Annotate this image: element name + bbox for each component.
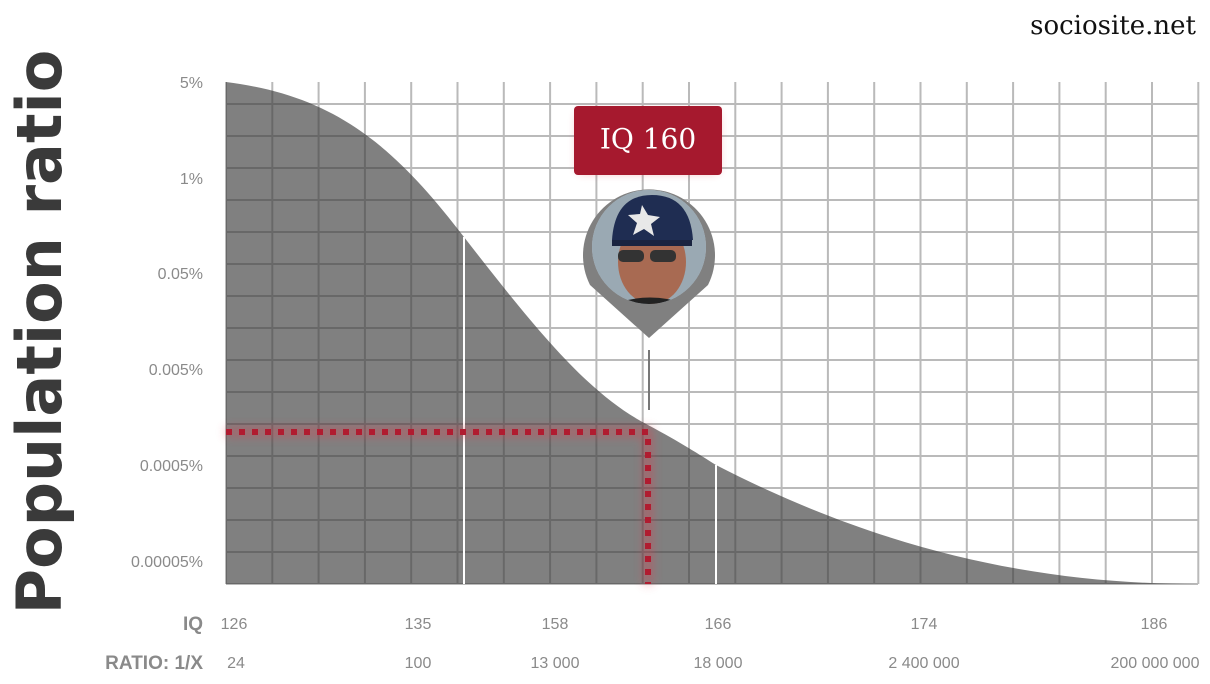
marker-label-box — [574, 106, 722, 175]
labels: 5% 1% 0.05% 0.005% 0.0005% 0.00005% IQ 126 135 15… — [105, 75, 1199, 674]
pin — [583, 189, 715, 338]
row-label: RATIO: 1/X — [105, 653, 203, 674]
brand: sociosite.net — [1030, 11, 1196, 41]
y-tick-label: 0.05% — [158, 266, 203, 283]
marker-label: IQ 160 — [600, 123, 696, 156]
y-tick-label: 0.005% — [149, 362, 203, 379]
x-tick-label: 100 — [405, 655, 432, 672]
dotted-guides — [226, 428, 652, 584]
x-tick-label: 18 000 — [694, 655, 743, 672]
x-tick-label: 135 — [405, 616, 432, 633]
y-tick-label: 0.00005% — [131, 554, 203, 571]
x-tick-label: 166 — [705, 616, 732, 633]
x-tick-label: 186 — [1141, 616, 1168, 633]
x-tick-label: 174 — [911, 616, 938, 633]
row-label: IQ — [183, 614, 203, 635]
distribution-area — [226, 82, 1198, 584]
photo — [592, 190, 706, 304]
x-tick-label: 126 — [221, 616, 248, 633]
x-tick-label: 158 — [542, 616, 569, 633]
grid-overlay — [225, 82, 1200, 585]
x-tick-label: 13 000 — [531, 655, 580, 672]
y-tick-label: 5% — [180, 75, 203, 92]
y-tick-label: 0.0005% — [140, 458, 203, 475]
x-tick-label: 24 — [227, 655, 245, 672]
y-tick-label: 1% — [180, 171, 203, 188]
x-tick-label: 200 000 000 — [1111, 655, 1200, 672]
x-tick-label: 2 400 000 — [888, 655, 959, 672]
y-axis-title: Population ratio — [3, 50, 76, 615]
